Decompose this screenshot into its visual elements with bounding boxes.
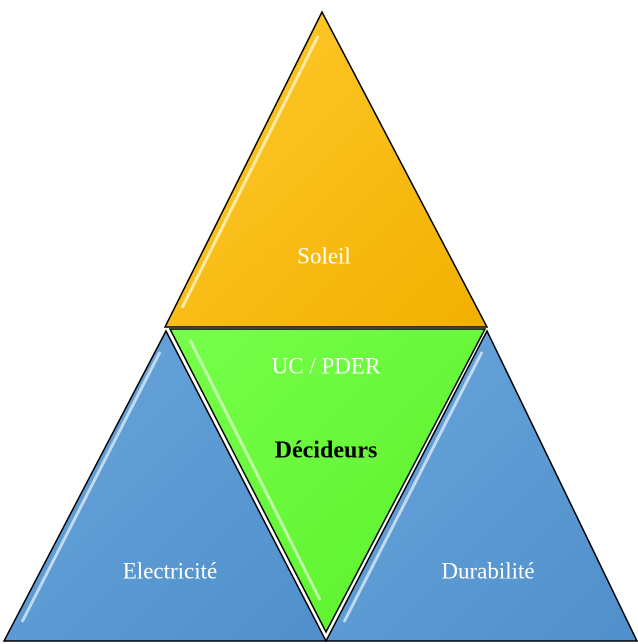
triangle-left (2, 329, 328, 642)
label-center: UC / PDER (272, 353, 381, 378)
label-top: Soleil (297, 243, 351, 268)
label-left: Electricité (123, 558, 218, 583)
highlight (20, 351, 162, 623)
highlight (342, 351, 484, 623)
highlight (188, 339, 322, 601)
label-center-bold: Décideurs (275, 438, 378, 464)
label-right: Durabilité (441, 558, 534, 583)
triangle-right (324, 329, 638, 642)
triangle-center (168, 328, 487, 634)
highlight (180, 35, 320, 309)
triangle-top (163, 10, 489, 328)
